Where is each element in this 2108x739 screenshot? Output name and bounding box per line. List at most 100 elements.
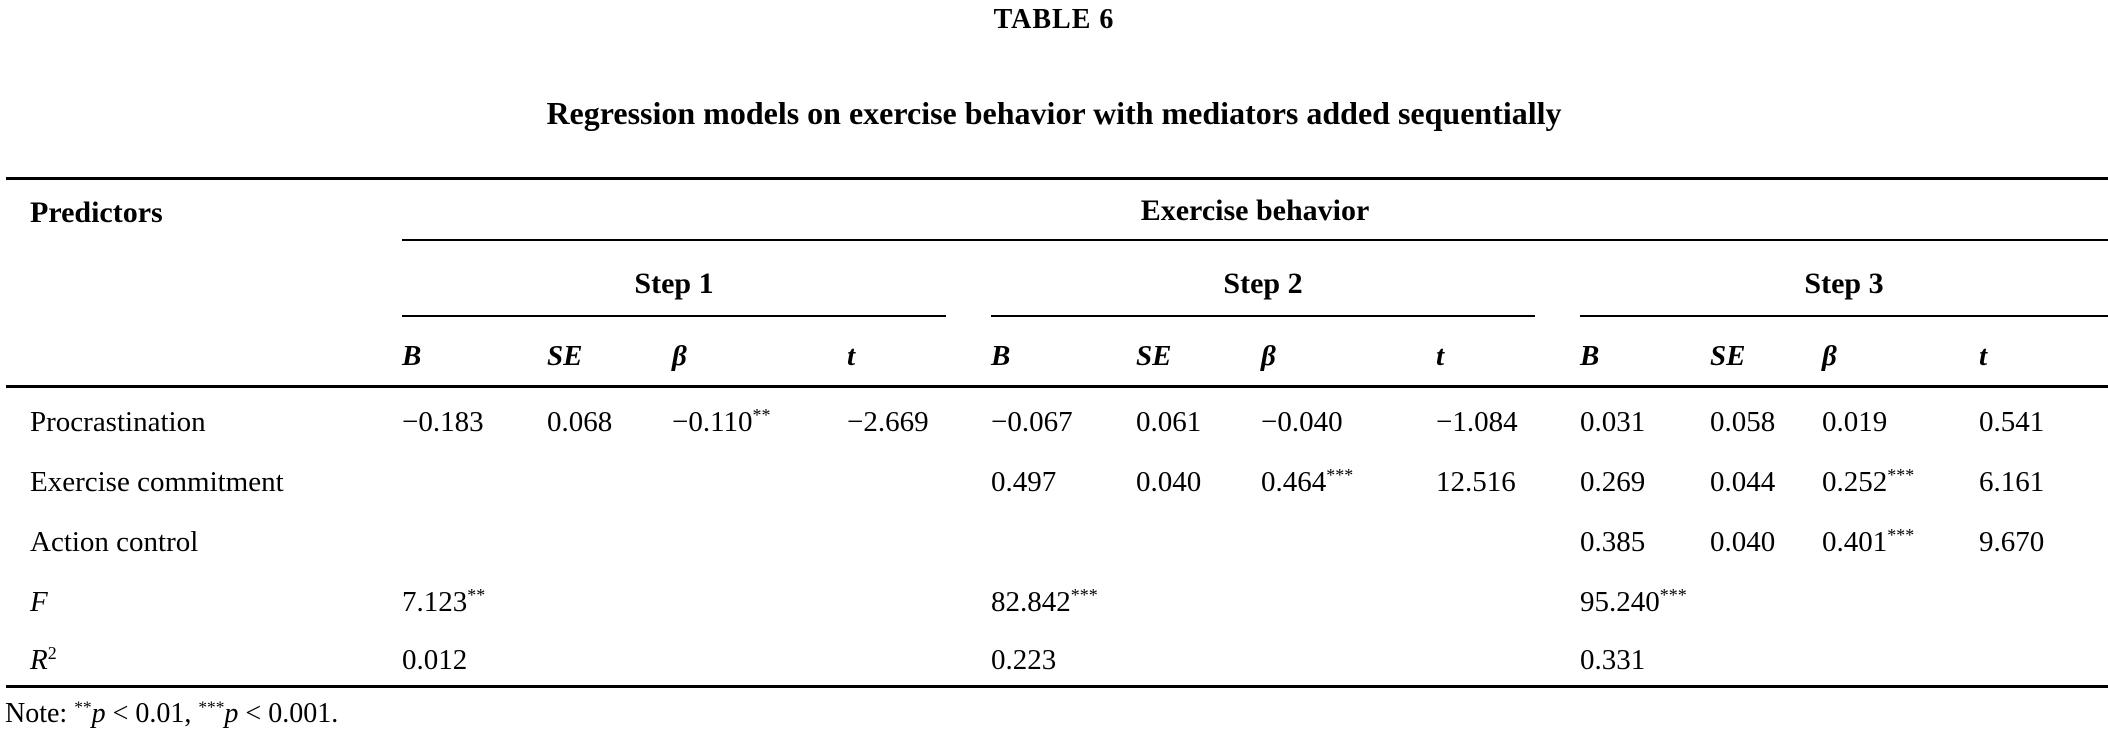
text-segment: Procrastination: [30, 405, 206, 438]
stat-header: B: [402, 316, 547, 388]
step-header: Step 2: [991, 240, 1580, 317]
table-cell: 0.541: [1979, 405, 2045, 438]
text-segment: 82.842: [991, 585, 1071, 618]
table-cell: [672, 507, 847, 567]
table-cell: 9.670: [1979, 525, 2045, 558]
table-cell: [672, 627, 847, 687]
table-number: TABLE 6: [993, 4, 1115, 35]
table-row: Procrastination −0.183 0.068 −0.110** −2.669…: [6, 387, 2108, 447]
table-cell: [1261, 567, 1436, 627]
text-segment: **: [74, 697, 92, 717]
table-cell: [1136, 567, 1261, 627]
table-cell: −0.183: [402, 405, 484, 438]
table-cell: 0.058: [1710, 405, 1776, 438]
text-segment: **: [467, 584, 486, 605]
text-segment: ***: [1887, 464, 1915, 485]
text-segment: 0.252: [1822, 465, 1888, 498]
text-segment: ***: [1070, 584, 1098, 605]
table-cell: 0.040: [1136, 465, 1202, 498]
step-label: Step 2: [991, 267, 1535, 317]
table-cell: 0.464***: [1261, 447, 1436, 507]
table-cell: [991, 507, 1136, 567]
stat-headers-row: B SE β t B SE β t B SE β t: [6, 316, 2108, 388]
table-cell: [1261, 627, 1436, 687]
table-cell: [1710, 567, 1822, 627]
text-segment: Action control: [30, 525, 199, 558]
text-segment: 0.464: [1261, 465, 1327, 498]
text-segment: p: [224, 698, 239, 729]
table-cell: [1710, 627, 1822, 687]
table-cell: 0.031: [1580, 405, 1646, 438]
table-cell: [1979, 627, 2108, 687]
text-segment: Note:: [5, 698, 75, 729]
text-segment: F: [30, 585, 48, 618]
table-cell: 0.269: [1580, 465, 1646, 498]
table-cell: 0.497: [991, 465, 1057, 498]
table-cell: 82.842***: [991, 567, 1136, 627]
stat-header: B: [1580, 316, 1710, 388]
table-cell: [847, 447, 991, 507]
row-label: R2: [6, 627, 402, 687]
stat-header: B: [991, 316, 1136, 388]
dependent-variable-header: Exercise behavior: [402, 178, 2108, 241]
table-cell: 0.040: [1710, 525, 1776, 558]
step-header: Step 1: [402, 240, 991, 317]
table-row: F 7.123** 82.842*** 95.240***: [6, 567, 2108, 627]
text-segment: < 0.001.: [238, 698, 339, 729]
text-segment: 7.123: [402, 585, 468, 618]
table-cell: [672, 447, 847, 507]
row-label: Procrastination: [6, 387, 402, 447]
table-cell: 0.068: [547, 405, 613, 438]
row-label: Action control: [6, 507, 402, 567]
table-cell: −2.669: [847, 405, 929, 438]
table-cell: −1.084: [1436, 405, 1518, 438]
text-segment: ***: [1887, 524, 1915, 545]
text-segment: 0.401: [1822, 525, 1888, 558]
text-segment: R: [30, 644, 48, 676]
table-body: Procrastination −0.183 0.068 −0.110** −2.669…: [6, 387, 2108, 687]
table-cell: 7.123**: [402, 567, 547, 627]
step-label: Step 3: [1580, 267, 2108, 317]
table-cell: [1979, 567, 2108, 627]
text-segment: ***: [198, 697, 225, 717]
text-segment: **: [752, 404, 771, 425]
table-cell: 0.012: [402, 644, 468, 676]
step-header: Step 3: [1580, 240, 2108, 317]
table-row: R2 0.012 0.223 0.331: [6, 627, 2108, 687]
table-cell: 95.240***: [1580, 567, 1710, 627]
table-cell: [847, 567, 991, 627]
text-segment: 2: [47, 643, 57, 664]
text-segment: ***: [1326, 464, 1354, 485]
text-segment: p: [91, 698, 106, 729]
table-row: Action control 0.385 0.040 0.401*** 9.670: [6, 507, 2108, 567]
table-cell: 6.161: [1979, 465, 2045, 498]
table-cell: 0.044: [1710, 465, 1776, 498]
table-cell: [1822, 567, 1979, 627]
stat-header: β: [1261, 316, 1436, 388]
table-cell: [547, 627, 672, 687]
regression-table: Predictors Exercise behavior Step 1 Step …: [6, 177, 2108, 688]
text-segment: Exercise commitment: [30, 465, 284, 498]
table-cell: 0.385: [1580, 525, 1646, 558]
table-cell: −0.040: [1261, 405, 1343, 438]
table-cell: 0.252***: [1822, 447, 1979, 507]
table-row: Exercise commitment 0.497 0.040 0.464*** 12.…: [6, 447, 2108, 507]
predictors-header: Predictors: [6, 178, 402, 388]
table-cell: 0.061: [1136, 405, 1202, 438]
stat-header: SE: [547, 316, 672, 388]
table-title: Regression models on exercise behavior w…: [546, 95, 1562, 131]
table-cell: [402, 447, 547, 507]
stat-header: β: [1822, 316, 1979, 388]
step-label: Step 1: [402, 267, 946, 317]
table-cell: [402, 507, 547, 567]
stat-header: β: [672, 316, 847, 388]
text-segment: < 0.01,: [105, 698, 199, 729]
table-cell: [1261, 507, 1436, 567]
stat-header: t: [1436, 316, 1580, 388]
table-cell: [1136, 507, 1261, 567]
table-cell: [1436, 567, 1580, 627]
table-note: Note: **p < 0.01, ***p < 0.001.: [5, 698, 338, 730]
steps-header-row: Step 1 Step 2 Step 3: [6, 240, 2108, 317]
table-cell: 0.331: [1580, 644, 1646, 676]
